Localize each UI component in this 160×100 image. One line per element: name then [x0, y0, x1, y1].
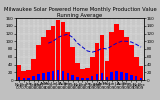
Bar — [56, 20, 60, 80]
Bar — [26, 70, 31, 80]
Bar — [90, 57, 95, 80]
Bar — [104, 61, 109, 80]
Title: Milwaukee Solar Powered Home Monthly Production Value Running Average: Milwaukee Solar Powered Home Monthly Pro… — [4, 7, 156, 18]
Bar — [37, 74, 40, 80]
Bar — [95, 43, 99, 80]
Bar — [119, 30, 124, 80]
Bar — [81, 78, 84, 80]
Bar — [109, 32, 114, 80]
Bar — [32, 76, 35, 80]
Bar — [135, 76, 137, 80]
Bar — [125, 73, 128, 80]
Bar — [21, 72, 26, 80]
Bar — [85, 68, 90, 80]
Bar — [62, 72, 64, 80]
Bar — [75, 63, 80, 80]
Bar — [61, 22, 65, 80]
Bar — [80, 69, 85, 80]
Bar — [140, 78, 142, 80]
Bar — [57, 70, 59, 80]
Bar — [139, 66, 143, 80]
Bar — [23, 78, 25, 80]
Bar — [76, 77, 79, 80]
Bar — [31, 59, 36, 80]
Bar — [51, 26, 56, 80]
Bar — [27, 78, 30, 80]
Bar — [86, 78, 89, 80]
Bar — [17, 65, 21, 80]
Bar — [106, 76, 108, 80]
Bar — [115, 71, 118, 80]
Bar — [110, 72, 113, 80]
Bar — [52, 72, 54, 80]
Bar — [130, 75, 133, 80]
Bar — [101, 73, 103, 80]
Bar — [120, 72, 123, 80]
Bar — [96, 74, 98, 80]
Bar — [41, 37, 46, 80]
Bar — [100, 35, 104, 80]
Bar — [46, 30, 51, 80]
Bar — [91, 76, 93, 80]
Bar — [70, 47, 75, 80]
Bar — [65, 32, 70, 80]
Bar — [67, 73, 69, 80]
Bar — [47, 72, 50, 80]
Bar — [18, 77, 20, 80]
Bar — [129, 45, 134, 80]
Bar — [134, 57, 139, 80]
Bar — [124, 37, 129, 80]
Bar — [71, 75, 74, 80]
Bar — [36, 45, 41, 80]
Bar — [42, 73, 45, 80]
Bar — [114, 24, 119, 80]
